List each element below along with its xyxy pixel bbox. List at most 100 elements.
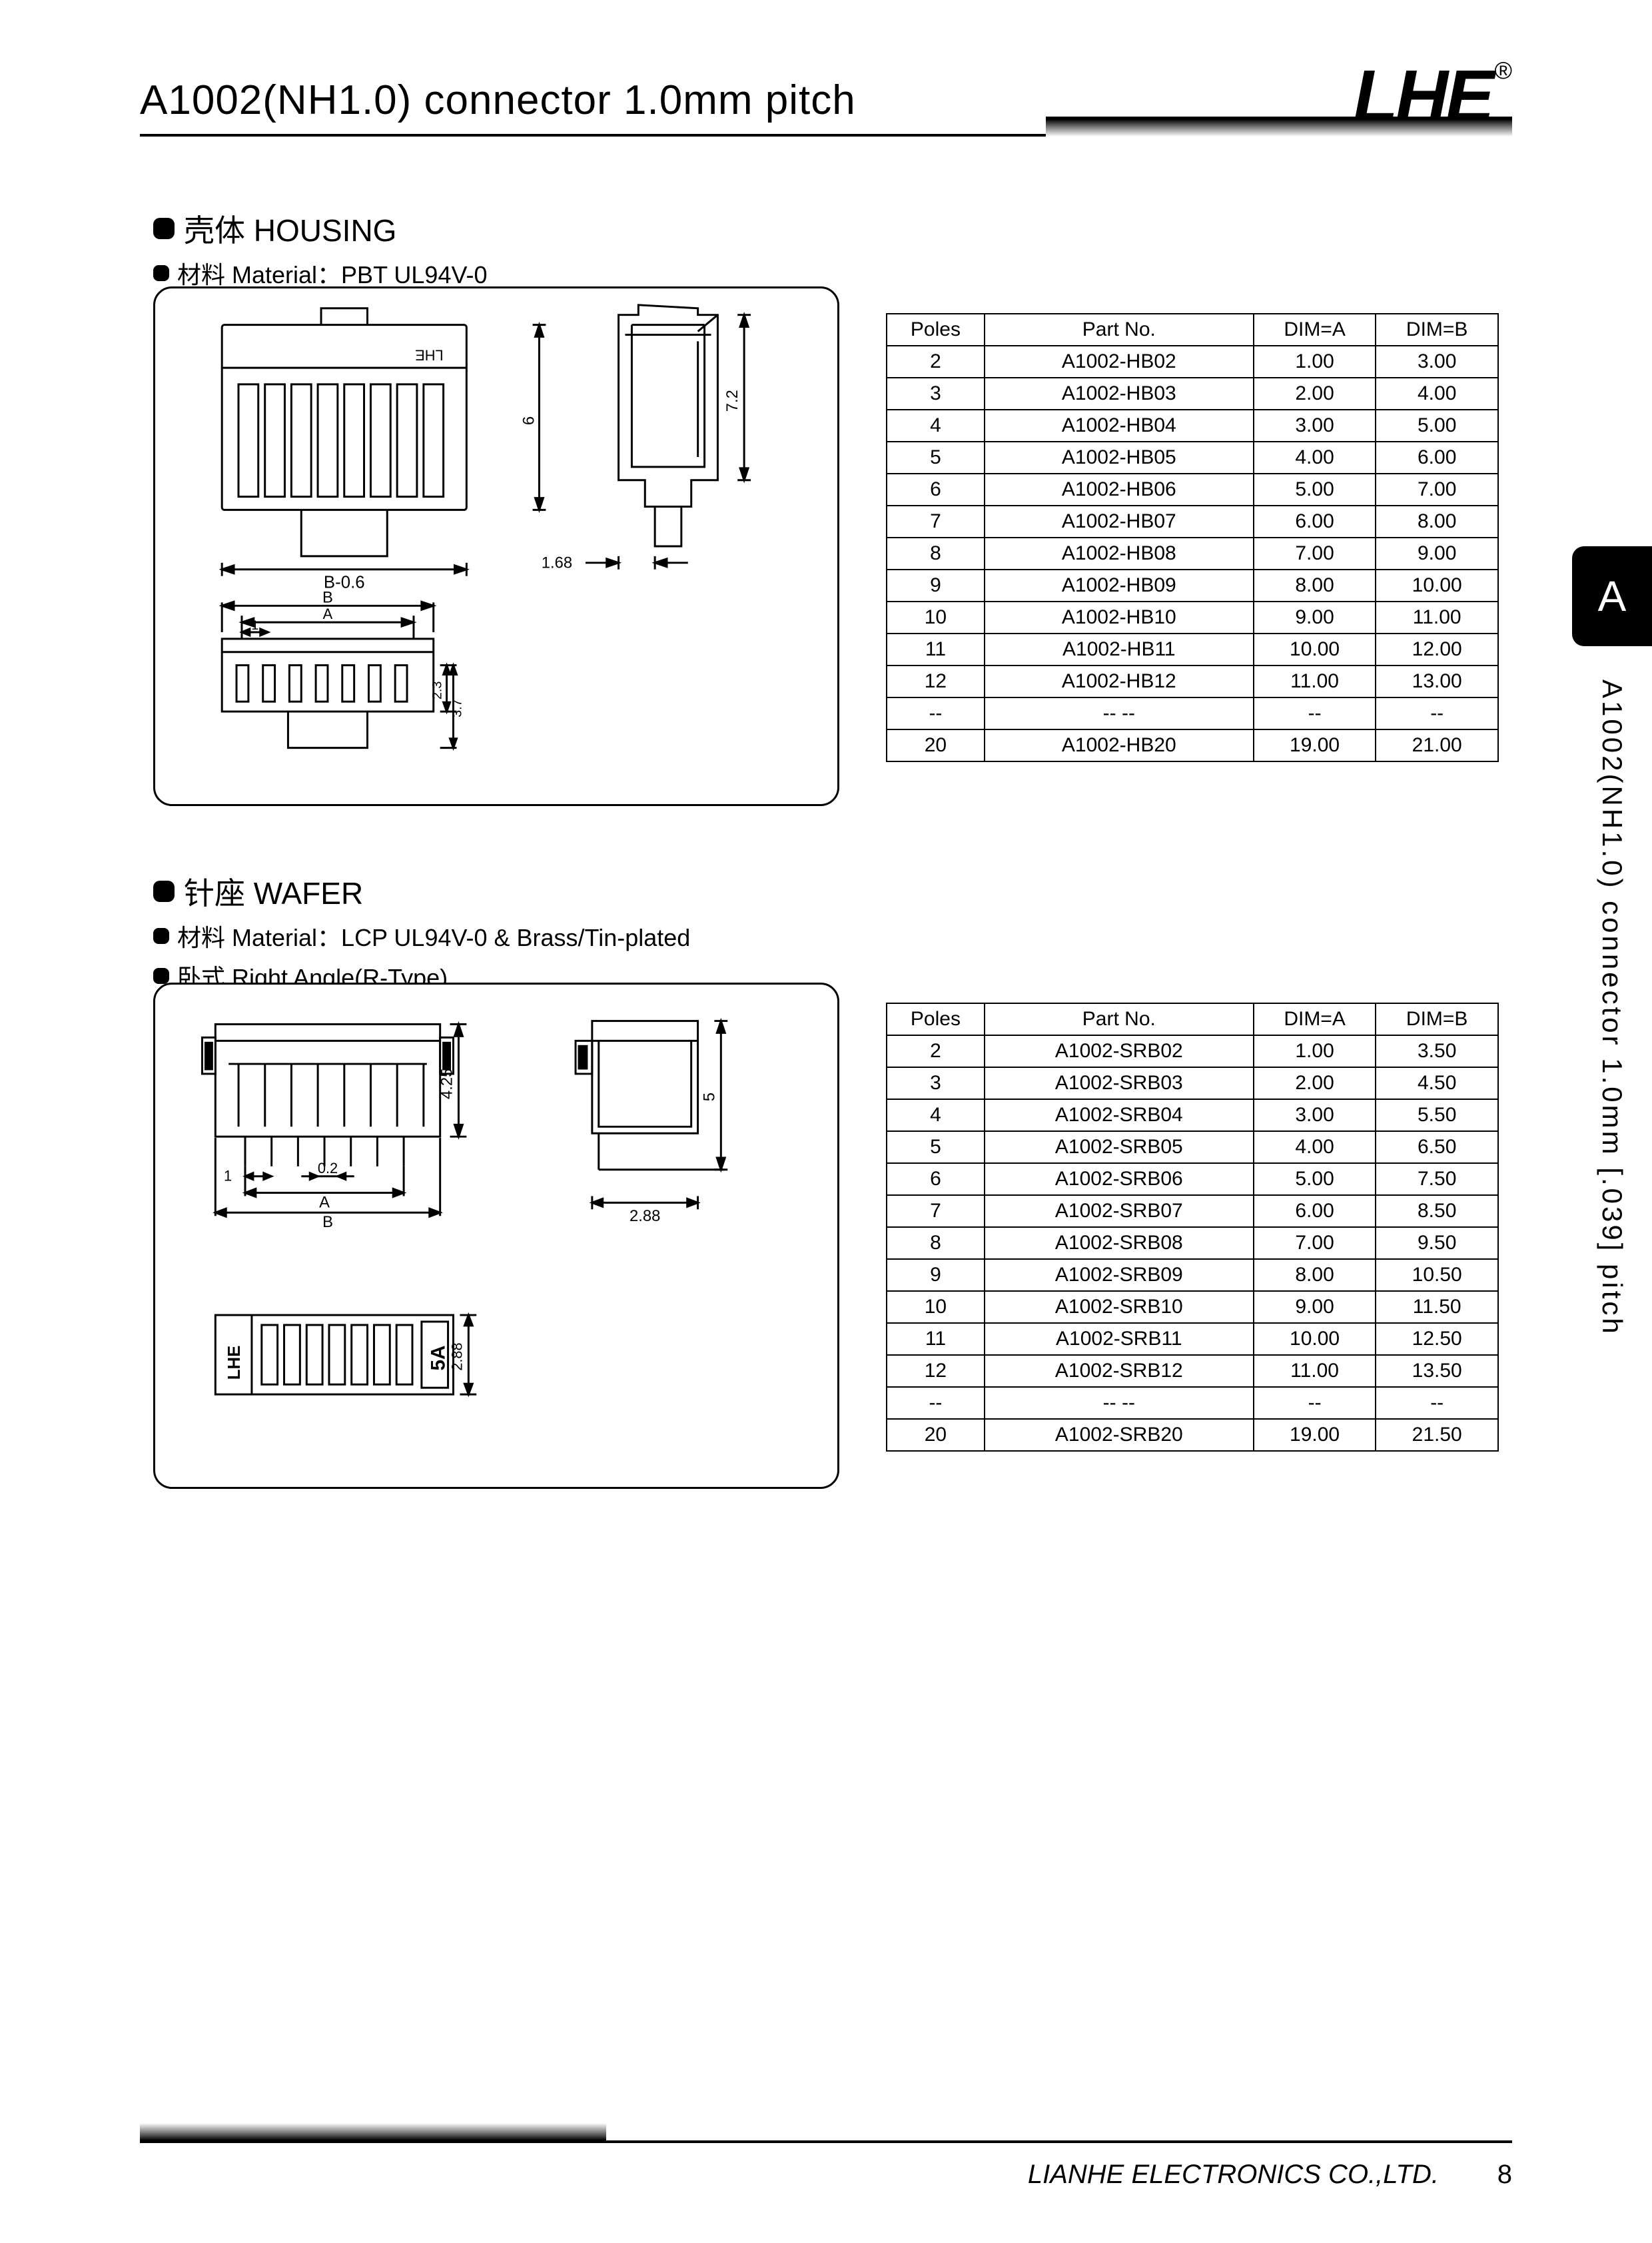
table-cell: A1002-SRB20	[985, 1419, 1254, 1451]
table-cell: 7.00	[1254, 538, 1376, 570]
table-cell: A1002-HB09	[985, 570, 1254, 602]
col-poles: Poles	[887, 314, 985, 346]
table-cell: 8	[887, 1227, 985, 1259]
table-row: 7A1002-HB076.008.00	[887, 506, 1498, 538]
registered-mark: ®	[1494, 57, 1512, 85]
table-cell: 9.00	[1254, 1291, 1376, 1323]
table-row: ---- ------	[887, 1387, 1498, 1419]
table-cell: A1002-HB20	[985, 729, 1254, 761]
table-cell: 21.00	[1376, 729, 1498, 761]
table-cell: A1002-SRB03	[985, 1067, 1254, 1099]
table-cell: A1002-SRB11	[985, 1323, 1254, 1355]
table-cell: 12	[887, 666, 985, 697]
table-cell: 6.00	[1376, 442, 1498, 474]
table-cell: A1002-SRB05	[985, 1131, 1254, 1163]
datasheet-page: A1002(NH1.0) connector 1.0mm pitch LHE ®…	[0, 0, 1652, 2243]
col-dima: DIM=A	[1254, 1003, 1376, 1035]
col-partno: Part No.	[985, 1003, 1254, 1035]
table-cell: --	[1376, 1387, 1498, 1419]
table-cell: 3	[887, 1067, 985, 1099]
table-row: 7A1002-SRB076.008.50	[887, 1195, 1498, 1227]
table-cell: 8.50	[1376, 1195, 1498, 1227]
table-cell: A1002-SRB09	[985, 1259, 1254, 1291]
housing-table-container: Poles Part No. DIM=A DIM=B 2A1002-HB021.…	[886, 313, 1499, 762]
table-cell: 10.00	[1254, 634, 1376, 666]
table-cell: A1002-SRB10	[985, 1291, 1254, 1323]
svg-text:1: 1	[251, 618, 258, 633]
table-cell: 6.50	[1376, 1131, 1498, 1163]
table-cell: 19.00	[1254, 729, 1376, 761]
table-cell: 5.50	[1376, 1099, 1498, 1131]
table-cell: 19.00	[1254, 1419, 1376, 1451]
table-cell: 21.50	[1376, 1419, 1498, 1451]
svg-text:2.88: 2.88	[629, 1207, 660, 1225]
table-cell: 6.00	[1254, 506, 1376, 538]
table-cell: 13.50	[1376, 1355, 1498, 1387]
col-dimb: DIM=B	[1376, 314, 1498, 346]
table-cell: 11.00	[1376, 602, 1498, 634]
side-index-tab: A A1002(NH1.0) connector 1.0mm [.039] pi…	[1572, 546, 1652, 1399]
table-cell: 3.00	[1376, 346, 1498, 378]
housing-title: 壳体 HOUSING	[184, 207, 396, 250]
table-cell: 9.00	[1254, 602, 1376, 634]
table-cell: --	[887, 697, 985, 729]
table-cell: --	[1254, 1387, 1376, 1419]
table-cell: 1.00	[1254, 346, 1376, 378]
table-cell: 11.00	[1254, 1355, 1376, 1387]
table-cell: 20	[887, 1419, 985, 1451]
table-cell: 10	[887, 602, 985, 634]
housing-spec-table: Poles Part No. DIM=A DIM=B 2A1002-HB021.…	[886, 313, 1499, 762]
table-cell: -- --	[985, 697, 1254, 729]
table-cell: 8.00	[1254, 570, 1376, 602]
bullet-icon	[153, 928, 169, 944]
bullet-icon	[153, 881, 175, 902]
table-cell: A1002-HB07	[985, 506, 1254, 538]
table-cell: 3	[887, 378, 985, 410]
table-cell: 12.50	[1376, 1323, 1498, 1355]
table-cell: 6	[887, 1163, 985, 1195]
table-cell: 10.00	[1376, 570, 1498, 602]
table-cell: 3.00	[1254, 410, 1376, 442]
wafer-svg: 4.25 1 0.2 A B	[155, 985, 837, 1487]
table-cell: A1002-SRB08	[985, 1227, 1254, 1259]
col-dima: DIM=A	[1254, 314, 1376, 346]
table-cell: 3.50	[1376, 1035, 1498, 1067]
wafer-table-container: Poles Part No. DIM=A DIM=B 2A1002-SRB021…	[886, 1003, 1499, 1452]
svg-text:A: A	[319, 1193, 330, 1211]
table-cell: 1.00	[1254, 1035, 1376, 1067]
table-row: 4A1002-HB043.005.00	[887, 410, 1498, 442]
svg-text:LHE: LHE	[415, 346, 443, 363]
table-row: 11A1002-SRB1110.0012.50	[887, 1323, 1498, 1355]
table-cell: 11.50	[1376, 1291, 1498, 1323]
table-cell: 7	[887, 1195, 985, 1227]
table-row: 6A1002-SRB065.007.50	[887, 1163, 1498, 1195]
table-cell: 9	[887, 1259, 985, 1291]
table-row: 10A1002-SRB109.0011.50	[887, 1291, 1498, 1323]
table-cell: 8	[887, 538, 985, 570]
table-cell: 7.00	[1254, 1227, 1376, 1259]
table-cell: A1002-SRB12	[985, 1355, 1254, 1387]
footer-company: LIANHE ELECTRONICS CO.,LTD.	[1028, 2160, 1439, 2190]
footer-rule	[140, 2140, 1512, 2143]
table-cell: 20	[887, 729, 985, 761]
svg-text:0.2: 0.2	[318, 1160, 338, 1176]
table-cell: A1002-HB04	[985, 410, 1254, 442]
table-cell: A1002-HB02	[985, 346, 1254, 378]
table-row: 11A1002-HB1110.0012.00	[887, 634, 1498, 666]
table-cell: 5	[887, 442, 985, 474]
table-cell: -- --	[985, 1387, 1254, 1419]
svg-text:5A: 5A	[428, 1346, 450, 1371]
bullet-icon	[153, 265, 169, 281]
wafer-material: 材料 Material：LCP UL94V-0 & Brass/Tin-plat…	[177, 919, 690, 953]
table-cell: 6	[887, 474, 985, 506]
table-cell: A1002-HB05	[985, 442, 1254, 474]
svg-text:B: B	[322, 1213, 333, 1231]
svg-text:4.25: 4.25	[438, 1069, 456, 1099]
table-row: 2A1002-SRB021.003.50	[887, 1035, 1498, 1067]
housing-svg: LHE 7.2	[155, 288, 837, 804]
page-header: A1002(NH1.0) connector 1.0mm pitch LHE ®	[140, 77, 1512, 137]
table-cell: 4	[887, 410, 985, 442]
table-row: 2A1002-HB021.003.00	[887, 346, 1498, 378]
table-row: 5A1002-HB054.006.00	[887, 442, 1498, 474]
table-row: 12A1002-HB1211.0013.00	[887, 666, 1498, 697]
